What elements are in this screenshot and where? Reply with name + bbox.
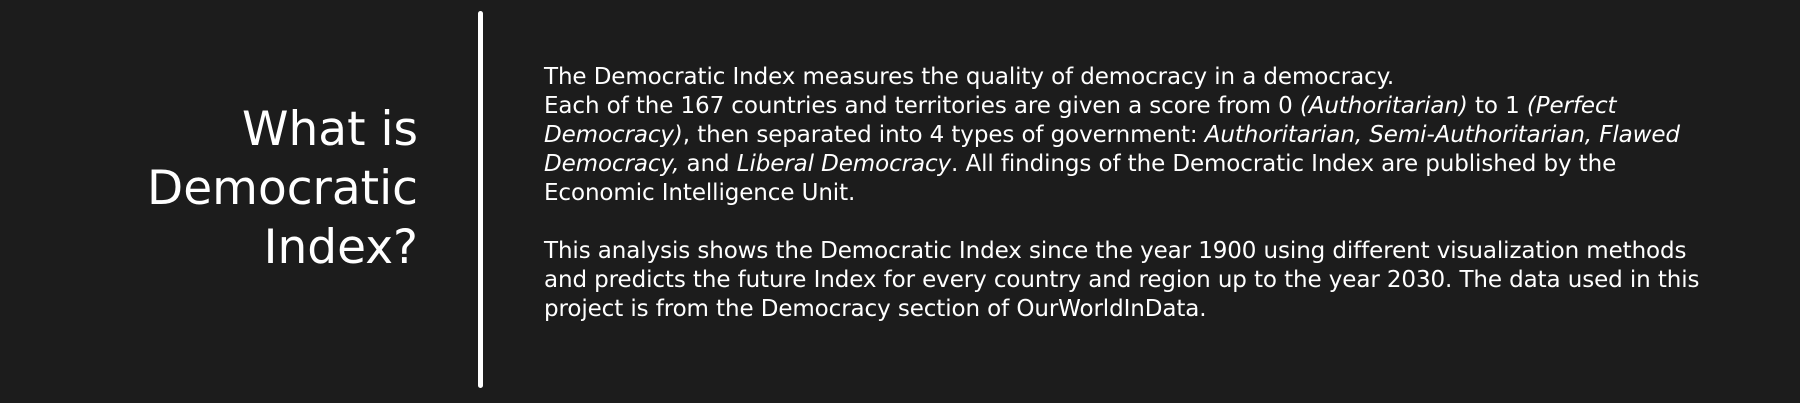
text-line: project is from the Democracy section of… (544, 296, 1207, 322)
text-line: Democracy, and Liberal Democracy. All fi… (544, 150, 1784, 179)
text-line: Democracy), then separated into 4 types … (544, 121, 1784, 150)
text-run-italic: (Perfect (1526, 93, 1617, 119)
text-run: and (679, 151, 737, 177)
text-run: to 1 (1467, 93, 1527, 119)
description-text: The Democratic Index measures the qualit… (544, 63, 1784, 324)
text-line: The Democratic Index measures the qualit… (544, 64, 1395, 90)
section-heading: What is Democratic Index? (60, 100, 418, 277)
text-run: Each of the 167 countries and territorie… (544, 93, 1300, 119)
text-run-italic: Democracy, (544, 151, 680, 177)
heading-line-3: Index? (263, 220, 418, 275)
text-run: . All findings of the Democratic Index a… (951, 151, 1617, 177)
vertical-divider (478, 11, 483, 388)
text-line: This analysis shows the Democratic Index… (544, 238, 1687, 264)
description-paragraph-2: This analysis shows the Democratic Index… (544, 237, 1784, 324)
description-paragraph-1: The Democratic Index measures the qualit… (544, 63, 1784, 208)
text-line: Each of the 167 countries and territorie… (544, 92, 1784, 121)
text-run: , then separated into 4 types of governm… (682, 122, 1205, 148)
text-line: and predicts the future Index for every … (544, 267, 1700, 293)
text-run-italic: (Authoritarian) (1299, 93, 1468, 119)
heading-line-2: Democratic (147, 161, 418, 216)
text-run-italic: Liberal Democracy (736, 151, 952, 177)
text-line: Economic Intelligence Unit. (544, 180, 856, 206)
text-run-italic: Authoritarian, Semi-Authoritarian, Flawe… (1204, 122, 1680, 148)
heading-line-1: What is (242, 102, 418, 157)
text-run-italic: Democracy) (544, 122, 683, 148)
